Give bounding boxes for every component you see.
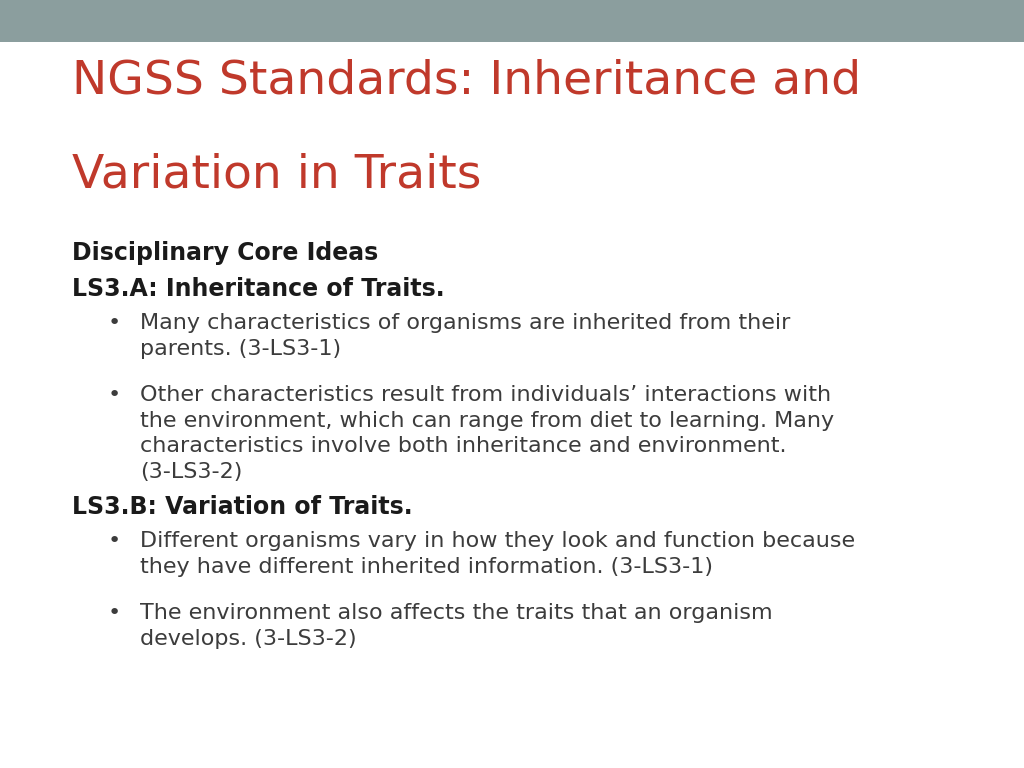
Text: Other characteristics result from individuals’ interactions with
the environment: Other characteristics result from indivi… bbox=[140, 385, 835, 482]
Text: NGSS Standards: Inheritance and: NGSS Standards: Inheritance and bbox=[72, 58, 861, 103]
Text: The environment also affects the traits that an organism
develops. (3-LS3-2): The environment also affects the traits … bbox=[140, 603, 773, 649]
Text: Different organisms vary in how they look and function because
they have differe: Different organisms vary in how they loo… bbox=[140, 531, 855, 577]
Text: Many characteristics of organisms are inherited from their
parents. (3-LS3-1): Many characteristics of organisms are in… bbox=[140, 313, 791, 359]
Text: LS3.A: Inheritance of Traits.: LS3.A: Inheritance of Traits. bbox=[72, 277, 444, 301]
Text: Variation in Traits: Variation in Traits bbox=[72, 153, 481, 198]
Bar bbox=[0, 0, 1024, 42]
Text: •: • bbox=[108, 313, 121, 333]
Text: •: • bbox=[108, 531, 121, 551]
Text: Disciplinary Core Ideas: Disciplinary Core Ideas bbox=[72, 241, 378, 265]
Text: LS3.B: Variation of Traits.: LS3.B: Variation of Traits. bbox=[72, 495, 413, 519]
Text: •: • bbox=[108, 385, 121, 405]
Text: •: • bbox=[108, 603, 121, 623]
